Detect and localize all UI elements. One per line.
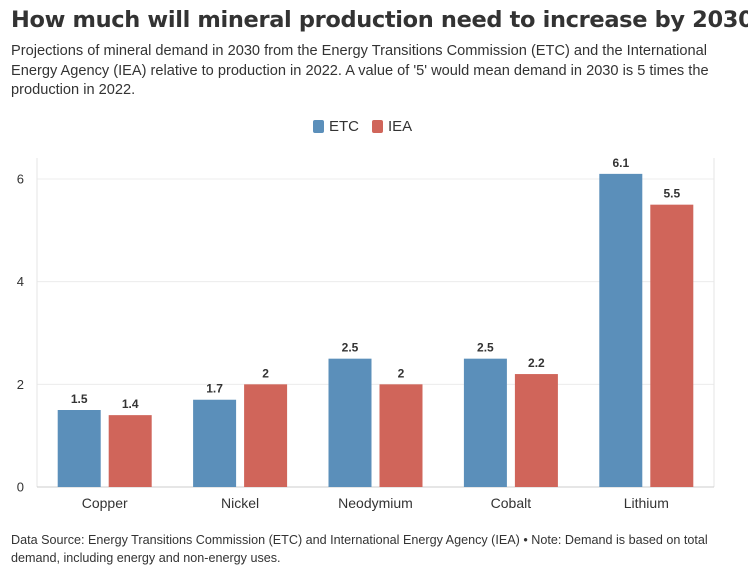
x-category-label: Neodymium xyxy=(338,495,413,511)
data-label: 1.4 xyxy=(122,397,139,411)
data-label: 5.5 xyxy=(663,187,680,201)
data-label: 2 xyxy=(262,366,269,380)
y-tick-label: 6 xyxy=(17,172,24,187)
bar-iea-cobalt xyxy=(514,374,558,487)
data-label: 1.5 xyxy=(71,392,88,406)
bar-etc-nickel xyxy=(193,399,237,487)
chart-title: How much will mineral production need to… xyxy=(11,7,748,33)
bar-etc-cobalt xyxy=(463,358,507,487)
y-tick-label: 0 xyxy=(17,480,24,495)
legend-label-iea: IEA xyxy=(388,117,413,135)
bar-iea-neodymium xyxy=(379,384,423,487)
legend-label-etc: ETC xyxy=(329,117,359,135)
legend: ETC IEA xyxy=(0,116,748,136)
chart-subtitle: Projections of mineral demand in 2030 fr… xyxy=(11,43,709,98)
bar-etc-lithium xyxy=(599,173,643,487)
legend-item-etc[interactable]: ETC xyxy=(313,116,359,136)
data-label: 2.5 xyxy=(342,341,359,355)
x-category-label: Lithium xyxy=(624,495,669,511)
bar-etc-neodymium xyxy=(328,358,372,487)
data-label: 2.2 xyxy=(528,356,545,370)
x-category-label: Copper xyxy=(82,495,128,511)
bar-etc-copper xyxy=(57,410,101,487)
legend-swatch-iea xyxy=(372,119,383,133)
x-category-label: Nickel xyxy=(221,495,259,511)
legend-item-iea[interactable]: IEA xyxy=(372,116,412,136)
source-note: Data Source: Energy Transitions Commissi… xyxy=(11,533,708,565)
data-label: 2.5 xyxy=(477,341,494,355)
x-category-label: Cobalt xyxy=(491,495,532,511)
bar-iea-copper xyxy=(108,415,152,487)
data-label: 6.1 xyxy=(612,156,629,170)
bar-iea-nickel xyxy=(244,384,288,487)
data-label: 2 xyxy=(398,366,405,380)
bar-iea-lithium xyxy=(650,204,694,487)
y-tick-label: 2 xyxy=(17,377,24,392)
y-tick-label: 4 xyxy=(17,274,24,289)
data-label: 1.7 xyxy=(206,382,223,396)
legend-swatch-etc xyxy=(313,119,324,133)
